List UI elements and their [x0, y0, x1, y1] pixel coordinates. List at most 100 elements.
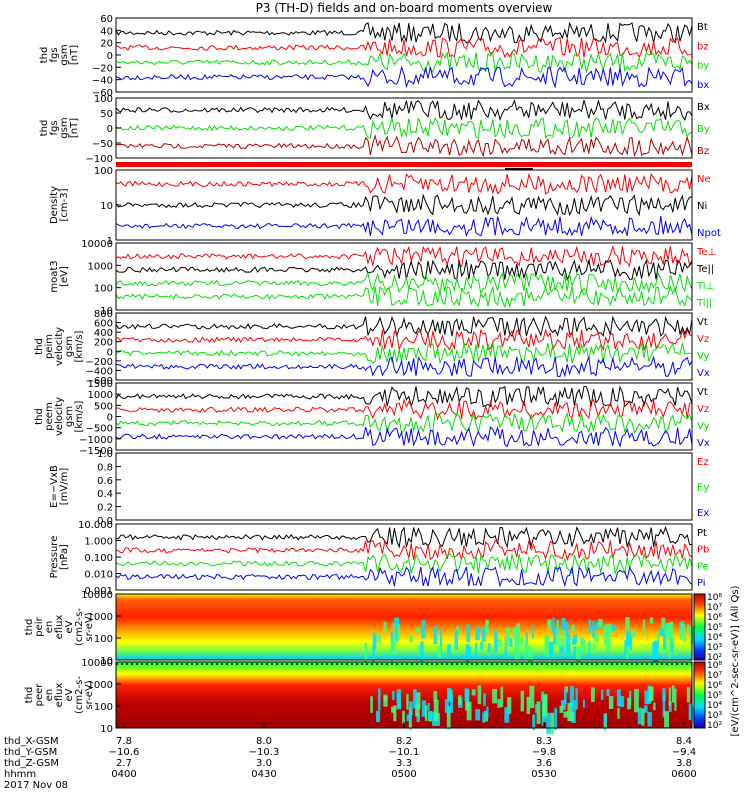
hhmm-value: 0530 [531, 769, 556, 780]
legend-Vx: Vx [697, 368, 710, 379]
spectrogram-streak [390, 639, 396, 655]
y-tick-label: 0.010 [84, 570, 113, 581]
series-line-Ne [115, 172, 693, 195]
y-axis-label: [cm-3] [59, 188, 70, 221]
spectrogram-streak [437, 646, 442, 658]
spectrogram-streak [504, 707, 510, 723]
spectrogram-streak [656, 631, 660, 649]
panel-efield: 1.0 0.8 0.6 0.4 0.2 0.0 E=−VxB [mV/m] Ez Ey Ex [49, 449, 709, 527]
spectrogram-streak [662, 695, 666, 718]
spectrogram-streak [631, 629, 635, 638]
series-line-Bx [115, 99, 693, 122]
spectrogram-streak [626, 646, 629, 661]
colorbar-tick: 10⁷ [707, 671, 722, 681]
series-line-bz [115, 36, 693, 59]
legend-Npot: Npot [697, 228, 721, 239]
y-tick-label: 800 [94, 309, 113, 320]
spectrogram-streak [588, 640, 591, 653]
spectrogram-streak [464, 688, 469, 702]
spectrogram-streak [433, 691, 438, 702]
spectrogram-streak [420, 641, 424, 665]
y-axis-label: Pressure [49, 536, 60, 579]
y-axis-label: (cm2-s- [74, 608, 85, 646]
y-axis-label: thd [24, 619, 35, 636]
series-line-bx [115, 65, 693, 89]
y-tick-label: 50 [100, 109, 113, 120]
spectrogram-streak [394, 617, 400, 626]
legend-Ti⊥: Ti⊥ [696, 281, 714, 292]
y-tick-label: 10000 [81, 590, 113, 601]
spectrogram-streak [559, 646, 565, 654]
spectrogram-streak [370, 696, 373, 713]
spectrogram-streak [683, 635, 687, 643]
spectrogram-streak [471, 689, 476, 696]
y-tick-label: 0.0 [97, 516, 113, 527]
spectrogram-streak [383, 621, 387, 633]
spectrogram-streak [668, 636, 671, 660]
y-tick-label: −40 [92, 76, 113, 87]
hhmm-value: 0600 [671, 769, 696, 780]
spectrogram-streak [563, 688, 567, 705]
y-axis-label: [eV] [59, 266, 70, 287]
legend-By: By [697, 124, 710, 135]
spectrogram-streak [487, 643, 491, 653]
panel-frame [115, 97, 693, 159]
y-tick-label: 0.8 [97, 462, 113, 473]
spectrogram-streak [668, 701, 672, 712]
y-tick-label: 0 [107, 347, 113, 358]
y-axis-label: (cm2-s- [74, 676, 85, 714]
legend-Vz: Vz [697, 334, 709, 345]
y-tick-label: −100 [86, 154, 113, 165]
colorbar-label: [eV/(cm^2-sec-sr-eV)] (All Qs) [730, 585, 741, 736]
panel-density: 100 10 1 Density [cm-3] Ne Ni Npot [49, 166, 721, 247]
series-line-Ti⊥ [115, 272, 693, 295]
spectrogram-streak [509, 637, 513, 647]
spectrogram-streak [605, 628, 611, 653]
legend-Ne: Ne [697, 174, 711, 185]
spectrogram-streak [571, 624, 575, 632]
y-tick-label: 0.2 [97, 503, 113, 514]
spectrogram-streak [561, 618, 566, 631]
spectrogram-streak [402, 710, 405, 724]
legend-Vx: Vx [697, 438, 710, 449]
y-axis-label: sr-eV) [84, 680, 95, 709]
spectrogram-streak [416, 627, 420, 634]
y-tick-label: 1000 [88, 261, 113, 272]
y-tick-label: 20 [100, 39, 113, 50]
spectrogram-streak [576, 646, 581, 669]
series-line-Ni [115, 193, 693, 217]
y-axis-label: thd [24, 687, 35, 704]
spectrogram-streak [592, 621, 595, 638]
spectrogram-streak [643, 705, 648, 713]
panel-frame [115, 169, 693, 241]
y-axis-label: velocity [54, 397, 65, 436]
spectrogram-streak [446, 706, 451, 730]
spectrogram-streak [421, 620, 426, 639]
spectrogram-streak [547, 619, 552, 631]
spectrogram-streak [447, 688, 452, 702]
y-tick-label: −600 [86, 376, 113, 387]
spectrogram-streak [601, 689, 604, 701]
series-line-Pi [115, 566, 693, 588]
series-line-Vy [115, 412, 693, 435]
y-gsm-value: −9.8 [532, 747, 556, 758]
spectrogram-streak [378, 688, 381, 711]
y-tick-label: 10 [100, 201, 113, 212]
spectrogram-streak [560, 637, 566, 648]
y-tick-label: 100 [94, 94, 113, 105]
y-tick-label: −1000 [79, 435, 113, 446]
legend-Pi: Pi [697, 578, 706, 589]
y-tick-label: −400 [86, 366, 113, 377]
y-tick-label: 600 [94, 319, 113, 330]
colorbar-tick: 10⁶ [707, 681, 722, 691]
colorbar-tick: 10⁸ [707, 661, 722, 671]
legend-Pb: Pb [697, 545, 709, 556]
spectrogram-streak [627, 697, 632, 710]
z-gsm-value: 3.0 [256, 758, 272, 769]
spectrogram-streak [520, 690, 525, 712]
spectrogram-streak [494, 630, 498, 653]
legend-Ti||: Ti|| [696, 298, 712, 309]
legend-by: by [697, 61, 709, 72]
